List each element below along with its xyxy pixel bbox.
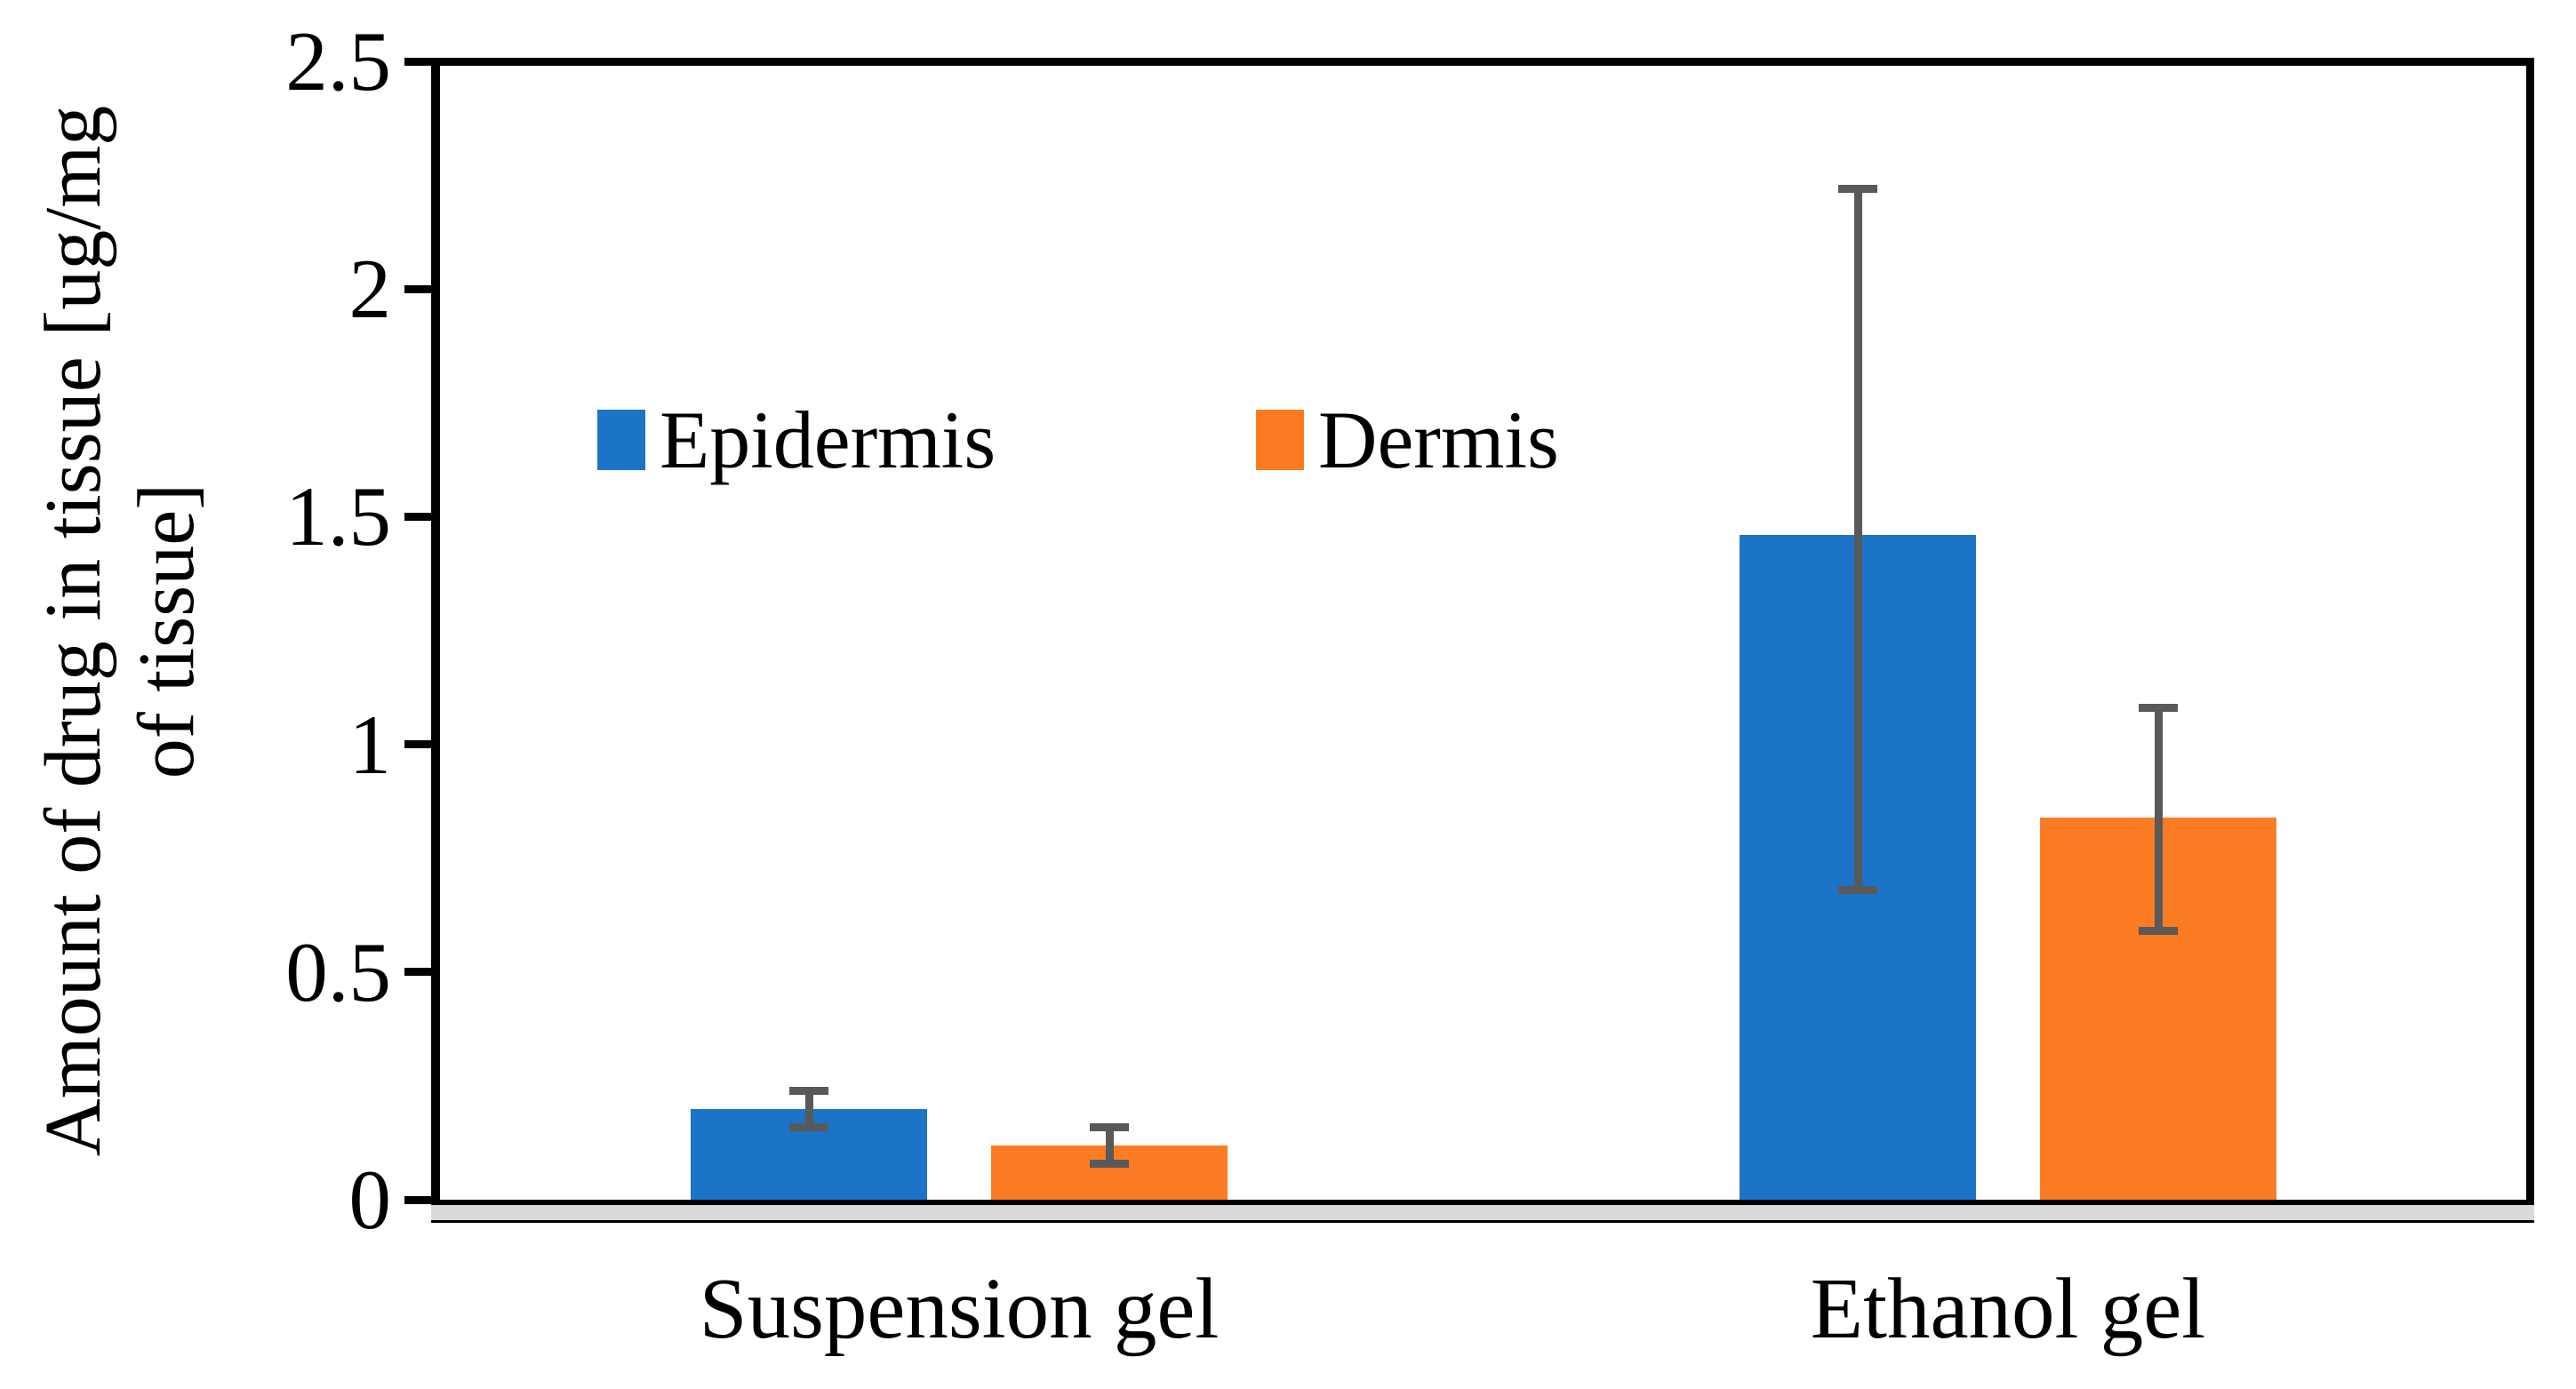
error-bar-dermis-ethanol-gel-cap-top — [2139, 704, 2178, 713]
x-category-label-ethanol-gel: Ethanol gel — [1810, 1261, 2206, 1356]
error-bar-dermis-suspension-gel-cap-top — [1090, 1122, 1129, 1131]
y-axis-title-line-2: of tissue] — [123, 483, 211, 779]
error-bar-epidermis-suspension-gel-line — [804, 1090, 813, 1127]
x-axis-baseline — [431, 1200, 2534, 1223]
y-tick-label-2: 2 — [348, 242, 392, 337]
error-bar-epidermis-ethanol-gel-line — [1853, 188, 1862, 890]
error-bar-epidermis-suspension-gel-cap-top — [789, 1086, 828, 1095]
y-tick-label-1: 1 — [348, 697, 392, 792]
x-category-label-suspension-gel: Suspension gel — [699, 1261, 1220, 1356]
error-bar-dermis-suspension-gel-cap-bottom — [1090, 1159, 1129, 1168]
y-tick-mark-1.5 — [404, 512, 431, 521]
y-tick-label-0.5: 0.5 — [285, 924, 391, 1019]
error-bar-epidermis-ethanol-gel-cap-top — [1838, 184, 1877, 193]
y-tick-mark-0 — [404, 1195, 431, 1204]
legend-swatch-dermis — [1256, 410, 1304, 470]
y-tick-mark-2.5 — [404, 57, 431, 66]
error-bar-dermis-suspension-gel-line — [1105, 1127, 1114, 1163]
y-tick-label-1.5: 1.5 — [285, 469, 391, 564]
y-tick-label-2.5: 2.5 — [285, 14, 391, 108]
y-tick-mark-0.5 — [404, 968, 431, 977]
legend-swatch-epidermis — [597, 410, 645, 470]
error-bar-epidermis-suspension-gel-cap-bottom — [789, 1122, 828, 1131]
y-tick-mark-1 — [404, 740, 431, 749]
y-tick-label-0: 0 — [348, 1153, 392, 1247]
y-axis-title-line-1: Amount of drug in tissue [ug/mg — [29, 105, 117, 1157]
legend-label-dermis: Dermis — [1318, 395, 1559, 485]
legend-item-dermis: Dermis — [1256, 395, 1559, 484]
error-bar-dermis-ethanol-gel-line — [2154, 707, 2163, 931]
y-tick-mark-2 — [404, 284, 431, 293]
error-bar-dermis-ethanol-gel-cap-bottom — [2139, 927, 2178, 936]
legend-label-epidermis: Epidermis — [660, 395, 996, 485]
error-bar-epidermis-ethanol-gel-cap-bottom — [1838, 886, 1877, 895]
legend-item-epidermis: Epidermis — [597, 395, 996, 484]
y-axis-title: Amount of drug in tissue [ug/mg of tissu… — [27, 0, 213, 1297]
